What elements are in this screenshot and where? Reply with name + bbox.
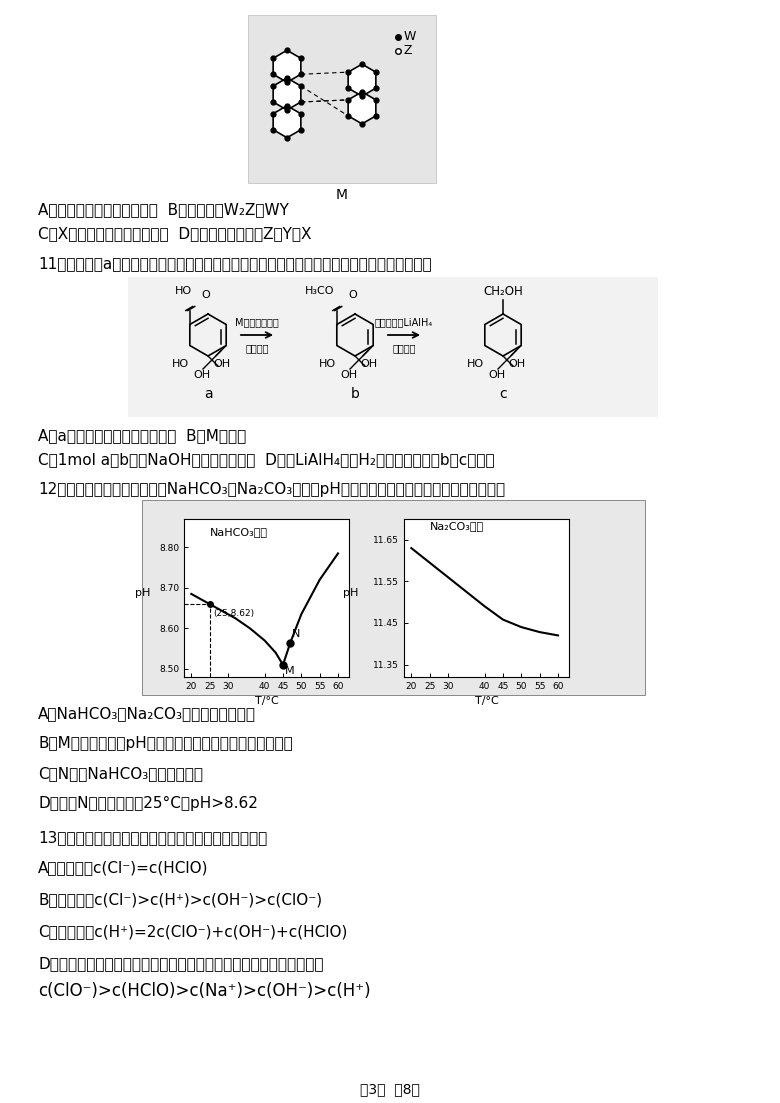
Polygon shape <box>273 78 301 110</box>
Text: A．氯水中：c(Cl⁻)=c(HClO): A．氯水中：c(Cl⁻)=c(HClO) <box>38 860 208 875</box>
Text: HO: HO <box>466 358 484 370</box>
Y-axis label: pH: pH <box>135 588 150 598</box>
Polygon shape <box>273 51 301 83</box>
Text: M，对甲苯磺酸: M，对甲苯磺酸 <box>235 317 279 326</box>
Text: O: O <box>349 290 357 300</box>
Polygon shape <box>348 64 376 96</box>
Text: A．氢键是一种特殊的化学键  B．稳定性：W₂Z＞WY: A．氢键是一种特殊的化学键 B．稳定性：W₂Z＞WY <box>38 202 289 217</box>
Text: D．若将N点溶液恢复到25°C，pH>8.62: D．若将N点溶液恢复到25°C，pH>8.62 <box>38 796 258 811</box>
Text: C．1mol a或b消耗NaOH的物质的量相等  D．将LiAlH₄改为H₂，也可以完成由b向c的转化: C．1mol a或b消耗NaOH的物质的量相等 D．将LiAlH₄改为H₂，也可… <box>38 452 495 467</box>
Text: C．X的氧化物的水化物是强碱  D．简单离子半径：Z＞Y＞X: C．X的氧化物的水化物是强碱 D．简单离子半径：Z＞Y＞X <box>38 226 311 240</box>
Text: OH: OH <box>488 370 505 381</box>
Text: D．等体积等浓度的次氯酸钠溶液与次氯酸溶液混合后，溶液呈碱性：: D．等体积等浓度的次氯酸钠溶液与次氯酸溶液混合后，溶液呈碱性： <box>38 956 324 971</box>
Text: M: M <box>285 665 295 676</box>
Polygon shape <box>348 92 376 124</box>
Text: Z: Z <box>404 44 413 57</box>
Text: HO: HO <box>318 358 335 370</box>
Bar <box>142 500 645 695</box>
Text: 四氢呋喃，LiAlH₄: 四氢呋喃，LiAlH₄ <box>375 317 433 326</box>
Text: CH₂OH: CH₂OH <box>483 285 523 298</box>
Polygon shape <box>273 106 301 138</box>
Text: M: M <box>336 188 348 202</box>
Text: C．N点时NaHCO₃已经完全分解: C．N点时NaHCO₃已经完全分解 <box>38 765 203 781</box>
Text: HO: HO <box>175 287 192 297</box>
Text: OH: OH <box>340 370 357 381</box>
Text: OH: OH <box>214 358 231 370</box>
Text: C．氯水中：c(H⁺)=2c(ClO⁻)+c(OH⁻)+c(HClO): C．氯水中：c(H⁺)=2c(ClO⁻)+c(OH⁻)+c(HClO) <box>38 924 347 939</box>
Text: 加热回流: 加热回流 <box>245 343 269 353</box>
Text: 11．莽草酸（a）是抗病毒和抗癌药物中间体，其官能团修饰过程如图所示，下列说法正确的是: 11．莽草酸（a）是抗病毒和抗癌药物中间体，其官能团修饰过程如图所示，下列说法正… <box>38 256 431 271</box>
Text: 12．实验测得等物质的量浓度NaHCO₃和Na₂CO₃溶液的pH随温度变化如图所示，下列说法错误的是: 12．实验测得等物质的量浓度NaHCO₃和Na₂CO₃溶液的pH随温度变化如图所… <box>38 482 505 497</box>
Y-axis label: pH: pH <box>343 588 359 598</box>
Text: Na₂CO₃溶液: Na₂CO₃溶液 <box>430 522 484 532</box>
X-axis label: T/°C: T/°C <box>474 696 498 706</box>
Text: c(ClO⁻)>c(HClO)>c(Na⁺)>c(OH⁻)>c(H⁺): c(ClO⁻)>c(HClO)>c(Na⁺)>c(OH⁻)>c(H⁺) <box>38 982 370 1000</box>
Text: W: W <box>404 31 417 43</box>
Bar <box>128 277 658 417</box>
Text: NaHCO₃溶液: NaHCO₃溶液 <box>210 527 268 537</box>
X-axis label: T/°C: T/°C <box>254 696 278 706</box>
Text: B．M点之前，升温pH减小，主要原因是升温促进水的电离: B．M点之前，升温pH减小，主要原因是升温促进水的电离 <box>38 736 292 751</box>
Text: c: c <box>499 387 507 401</box>
Text: A．a分子中所有碳原子可能共面  B．M为乙醇: A．a分子中所有碳原子可能共面 B．M为乙醇 <box>38 428 246 443</box>
Text: (25,8.62): (25,8.62) <box>214 609 254 618</box>
Text: OH: OH <box>509 358 526 370</box>
Text: 加热回流: 加热回流 <box>392 343 416 353</box>
Text: 第3页  共8页: 第3页 共8页 <box>360 1082 420 1096</box>
Text: A．NaHCO₃和Na₂CO₃水解均是吸热反应: A．NaHCO₃和Na₂CO₃水解均是吸热反应 <box>38 706 256 721</box>
Text: b: b <box>350 387 360 401</box>
Text: a: a <box>204 387 212 401</box>
Text: OH: OH <box>360 358 378 370</box>
Text: B．氯水中：c(Cl⁻)>c(H⁺)>c(OH⁻)>c(ClO⁻): B．氯水中：c(Cl⁻)>c(H⁺)>c(OH⁻)>c(ClO⁻) <box>38 892 322 907</box>
Text: 13．氯水具有漂白和杀菌作用．下列浓度关系正确的是: 13．氯水具有漂白和杀菌作用．下列浓度关系正确的是 <box>38 829 268 845</box>
Text: H₃CO: H₃CO <box>305 287 335 297</box>
Bar <box>248 15 436 183</box>
Text: OH: OH <box>193 370 211 381</box>
Text: N: N <box>292 629 300 639</box>
Text: HO: HO <box>172 358 189 370</box>
Text: O: O <box>202 290 211 300</box>
